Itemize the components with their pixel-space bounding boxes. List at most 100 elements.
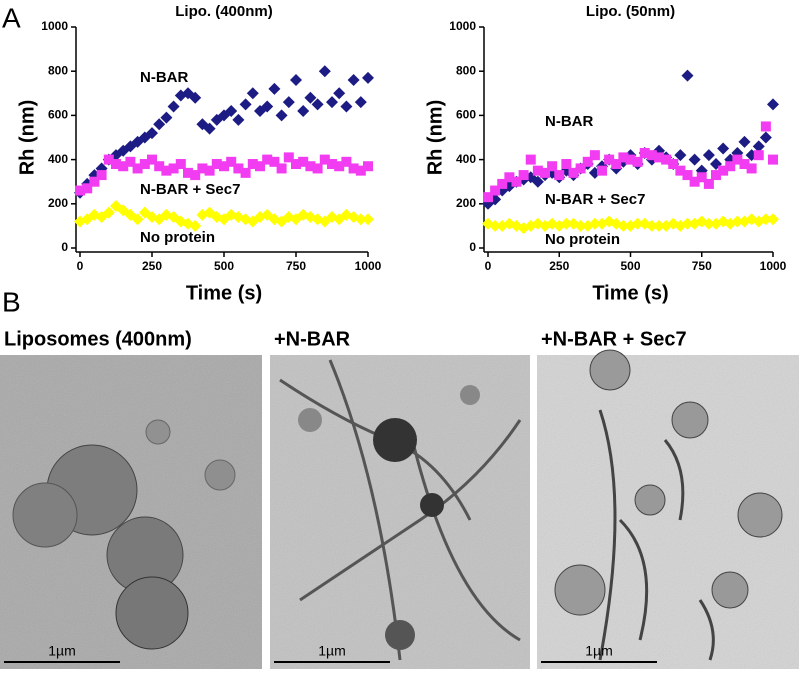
data-point	[753, 150, 764, 161]
data-point	[183, 167, 193, 178]
x-tick-label: 750	[692, 259, 712, 273]
data-point	[154, 161, 165, 172]
data-point	[189, 219, 202, 232]
data-point	[161, 165, 172, 176]
data-point	[298, 156, 309, 167]
data-point	[490, 185, 501, 196]
data-point	[147, 154, 157, 165]
y-tick-label: 400	[48, 152, 68, 166]
data-point	[717, 142, 730, 155]
data-point	[196, 118, 209, 131]
data-point	[654, 152, 664, 163]
data-point	[103, 154, 114, 165]
data-point	[568, 167, 579, 178]
data-point	[355, 165, 366, 176]
data-point	[582, 156, 593, 167]
data-point	[732, 154, 743, 165]
data-point	[702, 149, 715, 162]
data-point	[82, 183, 93, 194]
data-point	[139, 159, 150, 170]
data-point	[146, 127, 158, 140]
data-point	[618, 152, 629, 163]
micrograph	[0, 355, 262, 669]
data-point	[247, 159, 258, 170]
series-label: N-BAR	[545, 113, 593, 130]
data-point	[668, 159, 679, 170]
x-tick-label: 250	[142, 259, 162, 273]
data-point	[111, 159, 121, 170]
data-point	[711, 170, 721, 181]
y-tick-label: 600	[48, 108, 68, 122]
data-point	[255, 161, 265, 172]
data-point	[768, 154, 778, 165]
data-point	[96, 170, 107, 181]
data-point	[239, 98, 252, 111]
data-point	[597, 165, 607, 176]
chart-title: Lipo. (50nm)	[586, 3, 675, 20]
data-point	[326, 96, 338, 109]
data-point	[362, 213, 374, 226]
data-point	[746, 163, 757, 174]
data-point	[554, 170, 565, 181]
data-point	[504, 172, 515, 183]
data-point	[540, 167, 550, 178]
scale-bar-label: 1µm	[585, 643, 613, 659]
data-point	[282, 96, 295, 109]
data-point	[759, 131, 772, 144]
data-point	[639, 147, 650, 158]
data-point	[588, 217, 601, 230]
data-point	[283, 152, 294, 163]
data-point	[731, 215, 744, 228]
data-point	[319, 154, 330, 165]
y-tick-label: 800	[456, 63, 476, 77]
data-point	[312, 163, 323, 174]
data-point	[347, 74, 360, 87]
series-label: N-BAR + Sec7	[545, 191, 645, 208]
data-point	[340, 100, 353, 113]
data-point	[489, 219, 502, 232]
data-point	[675, 165, 686, 176]
data-point	[661, 154, 672, 165]
data-point	[363, 161, 373, 172]
data-point	[589, 150, 600, 161]
data-point	[232, 113, 245, 126]
data-point	[118, 161, 129, 172]
data-point	[219, 161, 229, 172]
y-tick-label: 600	[456, 108, 476, 122]
data-point	[125, 156, 136, 167]
data-point	[305, 161, 316, 172]
data-point	[268, 82, 281, 95]
data-point	[561, 159, 572, 170]
data-point	[197, 163, 208, 174]
data-point	[653, 219, 665, 232]
y-axis-label: Rh (nm)	[424, 100, 446, 176]
x-axis-label: Time (s)	[592, 282, 668, 304]
data-point	[354, 213, 367, 226]
panel-label: B	[2, 286, 21, 317]
y-tick-label: 400	[456, 152, 476, 166]
data-point	[625, 154, 636, 165]
data-point	[269, 156, 280, 167]
data-point	[681, 69, 694, 82]
data-point	[276, 163, 287, 174]
data-point	[574, 219, 587, 232]
data-point	[532, 165, 543, 176]
y-tick-label: 200	[48, 196, 68, 210]
data-point	[311, 98, 324, 111]
panel-label: A	[2, 2, 21, 33]
data-point	[75, 185, 85, 196]
scale-bar-label: 1µm	[318, 643, 346, 659]
data-point	[575, 163, 586, 174]
data-point	[261, 100, 274, 113]
data-point	[348, 163, 359, 174]
data-point	[497, 178, 508, 189]
data-point	[617, 219, 630, 232]
data-point	[225, 104, 238, 117]
data-point	[483, 192, 493, 203]
data-point	[760, 121, 771, 132]
data-point	[291, 159, 301, 170]
data-point	[153, 118, 166, 131]
data-point	[682, 170, 693, 181]
data-point	[226, 156, 237, 167]
y-tick-label: 200	[456, 196, 476, 210]
